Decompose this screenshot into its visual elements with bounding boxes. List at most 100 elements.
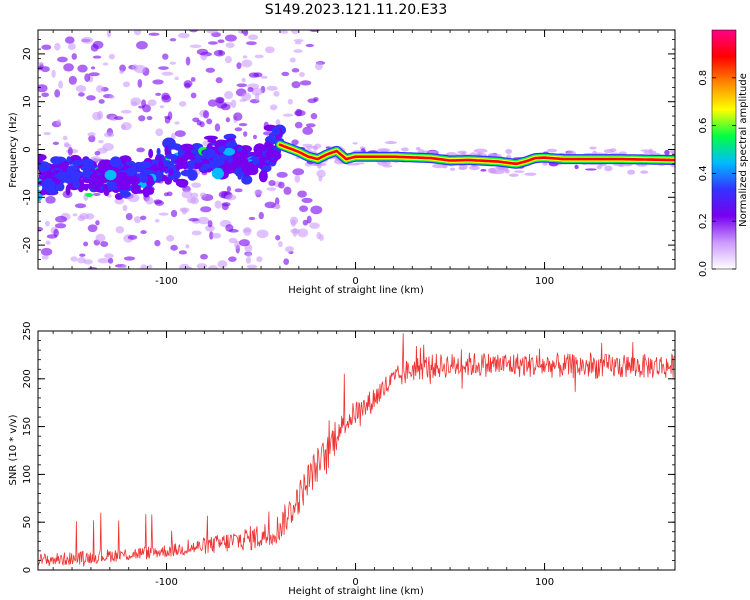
spectrogram-noise-blob — [302, 219, 309, 226]
spectrogram-cloud-blob — [239, 158, 249, 165]
spectrogram-noise-blob — [203, 110, 210, 119]
spectrogram-noise-blob — [295, 108, 303, 117]
spectrogram-halo-blob — [640, 170, 649, 174]
spectrogram-noise-blob — [243, 131, 248, 137]
spectrogram-noise-blob — [108, 257, 114, 264]
spectrogram-halo-blob — [458, 164, 468, 170]
spectrogram-noise-blob — [41, 92, 50, 98]
spectrogram-noise-blob — [154, 239, 161, 247]
spectrogram-noise-blob — [309, 222, 320, 229]
spectrogram-halo-blob — [488, 153, 493, 157]
spectrogram-noise-blob — [108, 53, 115, 60]
spectrogram-noise-blob — [162, 53, 169, 60]
spectrogram-noise-blob — [181, 208, 188, 215]
spectrogram-noise-blob — [239, 239, 250, 247]
spectrogram-noise-blob — [87, 132, 96, 137]
spectrogram-cloud-blob — [180, 143, 194, 151]
snr-panel: -100 0 100 0 50 100 150 200 250 Height of straig… — [8, 321, 676, 597]
spectrogram-noise-blob — [265, 46, 275, 54]
spectrogram-noise-blob — [309, 30, 320, 33]
spectrogram-cloud-blob — [181, 161, 189, 170]
spectrogram-noise-blob — [87, 224, 98, 233]
spectrogram-noise-blob — [94, 151, 101, 156]
spectrogram-cloud-blob — [148, 148, 154, 159]
snr-frame — [37, 330, 676, 571]
spectrogram-noise-blob — [191, 182, 202, 188]
spectrogram-noise-blob — [290, 30, 299, 35]
spectrogram-cloud-blob — [88, 179, 100, 185]
spectrogram-noise-blob — [56, 119, 62, 126]
spectrogram-cloud-blob — [156, 147, 161, 156]
spectrogram-xtick-label: 100 — [535, 276, 554, 287]
spectrogram-noise-blob — [278, 240, 283, 248]
spectrogram-cloud-blob — [168, 168, 174, 176]
spectrogram-noise-blob — [92, 55, 102, 59]
spectrogram-noise-blob — [225, 194, 237, 201]
spectrogram-noise-blob — [256, 229, 269, 239]
spectrogram-noise-blob — [190, 92, 197, 99]
spectrogram-noise-blob — [293, 49, 303, 53]
spectrogram-halo-blob — [669, 149, 675, 154]
spectrogram-noise-blob — [239, 98, 247, 102]
spectrogram-noise-blob — [121, 122, 132, 131]
spectrogram-noise-blob — [133, 30, 142, 36]
spectrogram-noise-blob — [78, 92, 85, 97]
spectrogram-halo-blob — [599, 163, 607, 167]
spectrogram-noise-blob — [230, 99, 237, 109]
spectrogram-noise-blob — [140, 264, 148, 269]
spectrogram-noise-blob — [284, 246, 294, 253]
spectrogram-noise-blob — [283, 186, 292, 195]
spectrogram-noise-blob — [166, 235, 175, 242]
spectrogram-noise-blob — [154, 218, 160, 223]
spectrogram-cloud-blob — [175, 178, 189, 188]
spectrogram-noise-blob — [297, 190, 307, 198]
spectrogram-halo-blob — [468, 165, 480, 171]
spectrogram-noise-blob — [64, 36, 75, 44]
colorbar-tick-label: 0.8 — [698, 70, 709, 86]
spectrogram-noise-blob — [184, 82, 191, 89]
spectrogram-noise-blob — [169, 61, 177, 65]
spectrogram-noise-blob — [146, 115, 153, 121]
colorbar-frame — [711, 29, 737, 270]
spectrogram-noise-blob — [155, 92, 162, 96]
spectrogram-noise-blob — [206, 118, 213, 125]
spectrogram-noise-blob — [57, 56, 68, 63]
spectrogram-cloud-blob — [39, 189, 47, 196]
spectrogram-cloud-blob — [237, 146, 243, 152]
spectrogram-noise-blob — [130, 101, 138, 107]
spectrogram-noise-blob — [97, 110, 104, 120]
spectrogram-noise-blob — [246, 264, 258, 269]
spectrogram-cloud-blob — [207, 138, 217, 143]
snr-ytick-label: 100 — [22, 465, 33, 484]
spectrogram-noise-blob — [215, 77, 223, 84]
spectrogram-noise-blob — [136, 147, 145, 153]
snr-ytick-label: 200 — [22, 369, 33, 388]
spectrogram-noise-blob — [196, 263, 208, 269]
spectrogram-noise-blob — [40, 247, 53, 256]
spectrogram-cloud-blob — [258, 151, 263, 158]
spectrogram-noise-blob — [241, 59, 253, 68]
spectrogram-noise-blob — [62, 135, 68, 141]
spectrogram-noise-blob — [55, 215, 68, 223]
spectrogram-noise-blob — [218, 50, 223, 56]
figure-title: S149.2023.121.11.20.E33 — [265, 2, 448, 18]
spectrogram-cloud-blob — [237, 174, 242, 180]
spectrogram-noise-blob — [158, 212, 169, 216]
colorbar-tick-label: 0.0 — [698, 261, 709, 277]
spectrogram-noise-blob — [84, 73, 91, 82]
spectrogram-noise-blob — [221, 203, 229, 211]
spectrogram-noise-blob — [297, 228, 309, 238]
spectrogram-noise-blob — [269, 104, 278, 111]
spectrogram-halo-blob — [417, 149, 425, 154]
spectrogram-noise-blob — [98, 99, 105, 104]
spectrogram-noise-blob — [207, 41, 218, 45]
snr-xlabel: Height of straight line (km) — [288, 586, 424, 597]
spectrogram-noise-blob — [190, 77, 196, 82]
spectrogram-cloud-blob — [118, 172, 128, 177]
spectrogram-noise-blob — [38, 84, 48, 93]
spectrogram-noise-blob — [256, 256, 263, 263]
spectrogram-xtick-label: 0 — [352, 276, 358, 287]
spectrogram-cloud-blob — [258, 170, 268, 183]
spectrogram-noise-blob — [98, 139, 104, 144]
spectrogram-noise-blob — [198, 216, 210, 225]
